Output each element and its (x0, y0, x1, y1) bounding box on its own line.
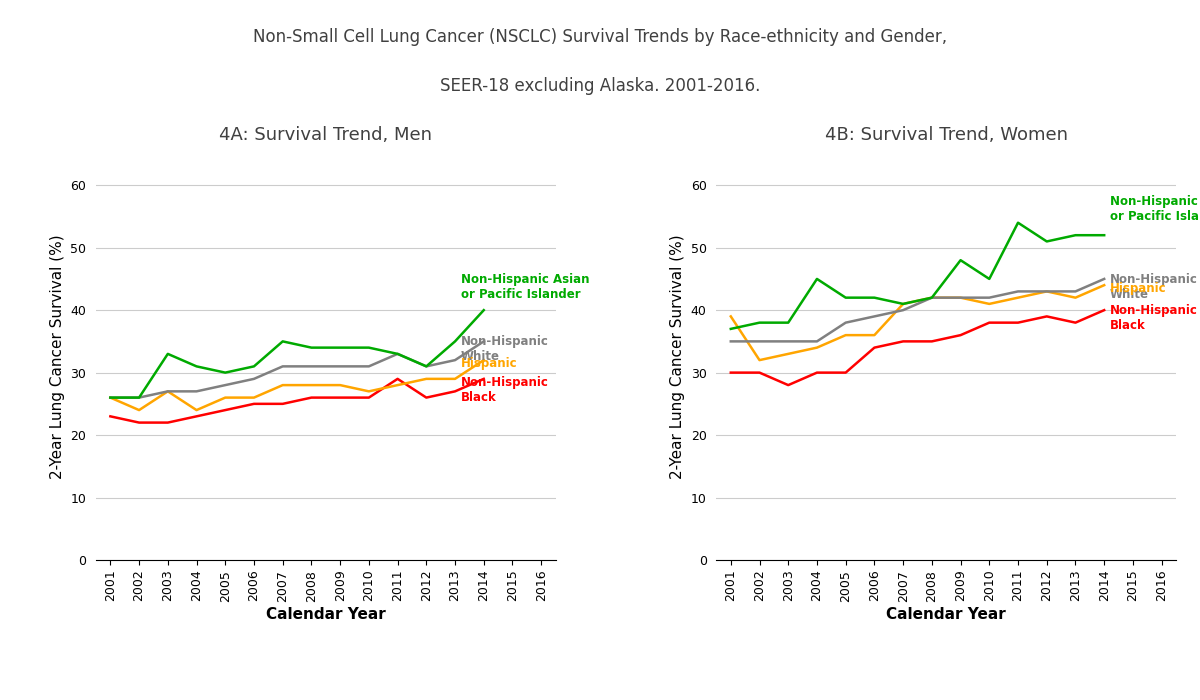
Text: SEER-18 excluding Alaska. 2001-2016.: SEER-18 excluding Alaska. 2001-2016. (440, 77, 760, 95)
Title: 4A: Survival Trend, Men: 4A: Survival Trend, Men (220, 126, 432, 144)
X-axis label: Calendar Year: Calendar Year (887, 607, 1006, 622)
Text: Non-Hispanic Asian
or Pacific Islander: Non-Hispanic Asian or Pacific Islander (461, 273, 589, 301)
Title: 4B: Survival Trend, Women: 4B: Survival Trend, Women (824, 126, 1068, 144)
Text: Hispanic: Hispanic (1110, 282, 1166, 295)
Text: Non-Hispanic
White: Non-Hispanic White (461, 335, 548, 363)
Text: Non-Hispanic
Black: Non-Hispanic Black (461, 376, 548, 404)
Text: Non-Small Cell Lung Cancer (NSCLC) Survival Trends by Race-ethnicity and Gender,: Non-Small Cell Lung Cancer (NSCLC) Survi… (253, 28, 947, 46)
Text: Non-Hispanic
White: Non-Hispanic White (1110, 273, 1198, 301)
Y-axis label: 2-Year Lung Cancer Survival (%): 2-Year Lung Cancer Survival (%) (49, 234, 65, 480)
Y-axis label: 2-Year Lung Cancer Survival (%): 2-Year Lung Cancer Survival (%) (670, 234, 685, 480)
Text: Non-Hispanic
Black: Non-Hispanic Black (1110, 304, 1198, 332)
Text: Non-Hispanic Asian
or Pacific Islander: Non-Hispanic Asian or Pacific Islander (1110, 195, 1200, 223)
X-axis label: Calendar Year: Calendar Year (266, 607, 385, 622)
Text: Hispanic: Hispanic (461, 357, 517, 370)
